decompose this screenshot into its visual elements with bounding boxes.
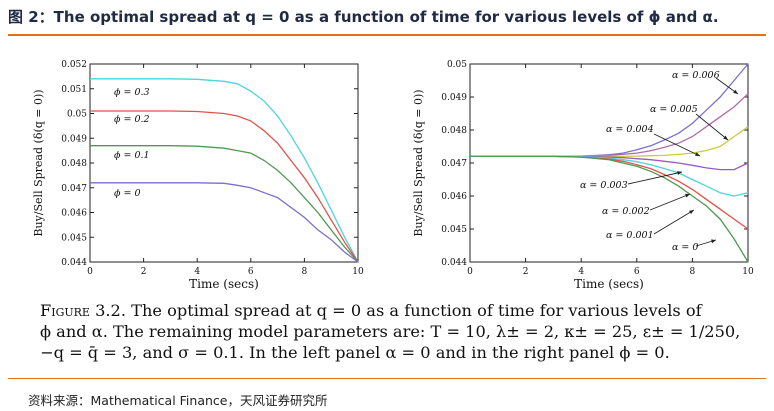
title-divider	[8, 34, 766, 36]
caption-line-1: The optimal spread at q = 0 as a functio…	[131, 301, 702, 320]
x-tick-label: 8	[302, 267, 308, 277]
x-axis-label: Time (secs)	[574, 277, 644, 291]
series-line	[90, 110, 359, 263]
series-label: ϕ = 0.3	[114, 87, 150, 98]
x-tick-label: 0	[467, 267, 473, 277]
series-line	[470, 155, 749, 263]
series-label: α = 0.002	[602, 206, 650, 217]
y-tick-label: 0.046	[441, 192, 467, 202]
left-chart: 0 2 4 6 8 10 0.044 0.045 0.046 0.047 0.048 0.049 0.0…	[32, 60, 364, 291]
x-tick-label: 4	[578, 267, 584, 277]
y-tick-label: 0.051	[61, 85, 87, 95]
annotation-arrow	[653, 209, 695, 235]
series-label: ϕ = 0.2	[114, 114, 150, 125]
series-label: α = 0.003	[580, 180, 628, 191]
annotation-arrowhead	[677, 171, 682, 175]
x-tick-label: 10	[352, 267, 364, 277]
caption-line-2: ϕ and α. The remaining model parameters …	[40, 322, 741, 341]
annotation-arrow	[627, 171, 683, 185]
series-line	[90, 145, 359, 263]
caption-line-3: −q = q̄ = 3, and σ = 0.1. In the left pa…	[40, 343, 670, 362]
annotation-arrowhead	[689, 210, 694, 215]
series-label: α = 0.004	[606, 124, 654, 135]
series-label: ϕ = 0	[114, 188, 141, 199]
right-chart-panel: 0 2 4 6 8 10 0.044 0.045 0.046 0.047 0.048 0.049 0.0…	[410, 52, 760, 292]
y-tick-label: 0.047	[61, 184, 87, 194]
left-chart-panel: 0 2 4 6 8 10 0.044 0.045 0.046 0.047 0.048 0.049 0.0…	[30, 52, 370, 292]
right-chart: 0 2 4 6 8 10 0.044 0.045 0.046 0.047 0.048 0.049 0.0…	[412, 60, 754, 291]
annotation-arrow	[653, 133, 701, 157]
series-label: α = 0.005	[650, 104, 698, 115]
x-tick-label: 6	[248, 267, 254, 277]
x-tick-label: 2	[523, 267, 529, 277]
y-tick-label: 0.049	[441, 93, 467, 103]
annotation-arrow	[695, 113, 729, 141]
series-line	[90, 182, 359, 263]
series-label: α = 0.006	[672, 70, 720, 81]
y-tick-label: 0.044	[61, 258, 87, 268]
x-tick-label: 4	[194, 267, 200, 277]
x-axis-label: Time (secs)	[189, 277, 259, 291]
footer-divider	[8, 378, 766, 379]
annotation-arrowhead	[685, 193, 690, 198]
y-tick-label: 0.045	[441, 225, 467, 235]
annotation-arrow	[649, 193, 691, 211]
series-label: α = 0.001	[606, 230, 654, 241]
annotation-arrowhead	[711, 239, 716, 244]
y-tick-label: 0.048	[441, 126, 467, 136]
y-tick-label: 0.052	[61, 60, 87, 70]
y-tick-label: 0.05	[67, 110, 87, 120]
y-tick-label: 0.044	[441, 258, 467, 268]
y-tick-label: 0.047	[441, 159, 467, 169]
y-tick-label: 0.048	[61, 159, 87, 169]
x-tick-label: 0	[87, 267, 93, 277]
series-label: ϕ = 0.1	[114, 150, 150, 161]
x-tick-label: 6	[634, 267, 640, 277]
y-tick-label: 0.05	[447, 60, 467, 70]
x-tick-label: 2	[141, 267, 147, 277]
y-axis-label: Buy/Sell Spread (δ(q = 0))	[32, 89, 45, 236]
figure-title: 图 2：The optimal spread at q = 0 as a fun…	[8, 8, 719, 26]
source-note: 资料来源：Mathematical Finance，天风证券研究所	[28, 393, 328, 408]
annotation-arrowhead	[695, 152, 700, 156]
figure-caption: Figure 3.2. The optimal spread at q = 0 …	[40, 300, 752, 363]
annotation-arrowhead	[733, 89, 738, 94]
x-tick-label: 8	[690, 267, 696, 277]
series-label: α = 0	[672, 242, 698, 253]
caption-label: Figure 3.2.	[40, 301, 126, 320]
x-tick-label: 10	[742, 267, 754, 277]
annotation-arrowhead	[723, 135, 728, 140]
series-line	[90, 78, 359, 263]
y-tick-label: 0.049	[61, 134, 87, 144]
y-axis-label: Buy/Sell Spread (δ(q = 0))	[412, 89, 425, 236]
y-tick-label: 0.046	[61, 209, 87, 219]
y-tick-label: 0.045	[61, 233, 87, 243]
